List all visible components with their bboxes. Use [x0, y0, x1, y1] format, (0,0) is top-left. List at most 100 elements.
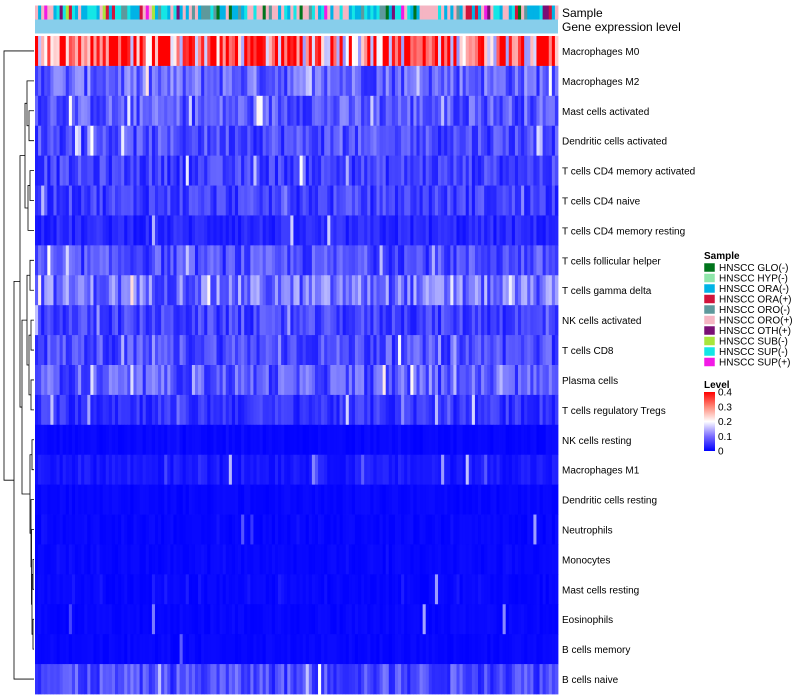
heatmap-cell [481, 155, 485, 186]
heatmap-cell [59, 424, 64, 456]
heatmap-cell [161, 155, 165, 186]
heatmap-cell [342, 604, 347, 635]
heatmap-cell [511, 394, 516, 426]
heatmap-cell [367, 604, 371, 635]
heatmap-cell [228, 36, 233, 67]
heatmap-cell [425, 574, 430, 605]
dendrogram-branch [28, 110, 34, 142]
heatmap-cell [262, 394, 267, 426]
heatmap-cell [511, 574, 516, 605]
heatmap-cell [342, 574, 347, 605]
heatmap-cell [185, 125, 190, 157]
heatmap-cell [410, 394, 414, 426]
heatmap-cell [336, 365, 340, 396]
heatmap-cell [216, 514, 220, 545]
heatmap-cell [361, 275, 365, 306]
heatmap-cell [194, 95, 199, 127]
heatmap-cell [173, 245, 177, 276]
heatmap-cell [124, 215, 128, 246]
heatmap-cell [514, 95, 519, 127]
row-label: T cells gamma delta [562, 286, 652, 297]
heatmap-cell [425, 155, 430, 186]
heatmap-cell [434, 484, 439, 515]
heatmap-cell [290, 365, 294, 396]
heatmap-cell [201, 65, 205, 97]
heatmap-cell [391, 185, 396, 216]
heatmap-cell [388, 604, 393, 635]
heatmap-cell [339, 514, 344, 545]
heatmap-cell [533, 634, 537, 665]
heatmap-cell [194, 245, 199, 276]
heatmap-cell [333, 424, 337, 456]
heatmap-cell [330, 155, 334, 186]
heatmap-cell [81, 245, 85, 276]
heatmap-cell [84, 574, 88, 605]
heatmap-cell [247, 634, 251, 665]
heatmap-cell [484, 424, 488, 456]
heatmap-cell [90, 454, 94, 486]
heatmap-cell [161, 394, 165, 426]
heatmap-cell [499, 65, 504, 97]
heatmap-cell [201, 215, 205, 246]
heatmap-cell [351, 305, 356, 336]
heatmap-cell [425, 514, 430, 545]
heatmap-cell [354, 36, 359, 67]
heatmap-cell [222, 125, 227, 157]
heatmap-cell [41, 275, 45, 306]
level-tick-label: 0.3 [718, 402, 732, 413]
heatmap-cell [524, 335, 528, 366]
heatmap-cell [136, 514, 140, 545]
heatmap-cell [111, 365, 116, 396]
heatmap-cell [170, 634, 174, 665]
heatmap-cell [514, 125, 519, 157]
heatmap-cell [194, 185, 199, 216]
heatmap-cell [314, 65, 319, 97]
heatmap-cell [478, 604, 482, 635]
heatmap-cell [44, 365, 48, 396]
sample-annotation-cell [105, 5, 110, 20]
heatmap-cells [35, 36, 559, 695]
heatmap-cell [551, 544, 556, 575]
heatmap-cell [158, 36, 162, 67]
heatmap-cell [518, 365, 522, 396]
heatmap-cell [102, 185, 107, 216]
heatmap-cell [521, 454, 525, 486]
heatmap-cell [419, 155, 424, 186]
heatmap-cell [139, 394, 144, 426]
heatmap-cell [47, 215, 51, 246]
heatmap-cell [293, 514, 297, 545]
heatmap-cell [518, 275, 522, 306]
heatmap-cell [302, 484, 307, 515]
heatmap-cell [499, 604, 504, 635]
heatmap-cell [161, 185, 165, 216]
heatmap-cell [185, 484, 190, 515]
heatmap-cell [74, 95, 79, 127]
heatmap-cell [259, 544, 264, 575]
heatmap-cell [173, 365, 177, 396]
heatmap-cell [271, 215, 276, 246]
heatmap-cell [508, 365, 513, 396]
heatmap-cell [521, 36, 525, 67]
heatmap-cell [62, 65, 67, 97]
heatmap-cell [287, 424, 291, 456]
heatmap-cell [176, 365, 180, 396]
row-label: NK cells resting [562, 436, 631, 447]
heatmap-cell [394, 664, 399, 695]
heatmap-cell [53, 634, 57, 665]
heatmap-cell [151, 574, 156, 605]
heatmap-cell [204, 36, 208, 67]
heatmap-cell [284, 514, 288, 545]
heatmap-cell [256, 484, 260, 515]
heatmap-cell [65, 394, 70, 426]
heatmap-cell [50, 454, 54, 486]
heatmap-cell [71, 664, 76, 695]
heatmap-cell [527, 36, 531, 67]
heatmap-cell [354, 365, 359, 396]
sample-annotation-cell [111, 5, 116, 20]
heatmap-cell [105, 65, 110, 97]
sample-annotation-cell [305, 5, 310, 20]
heatmap-cell [35, 95, 39, 127]
heatmap-cell [151, 245, 156, 276]
heatmap-cell [438, 65, 442, 97]
heatmap-cell [271, 65, 276, 97]
